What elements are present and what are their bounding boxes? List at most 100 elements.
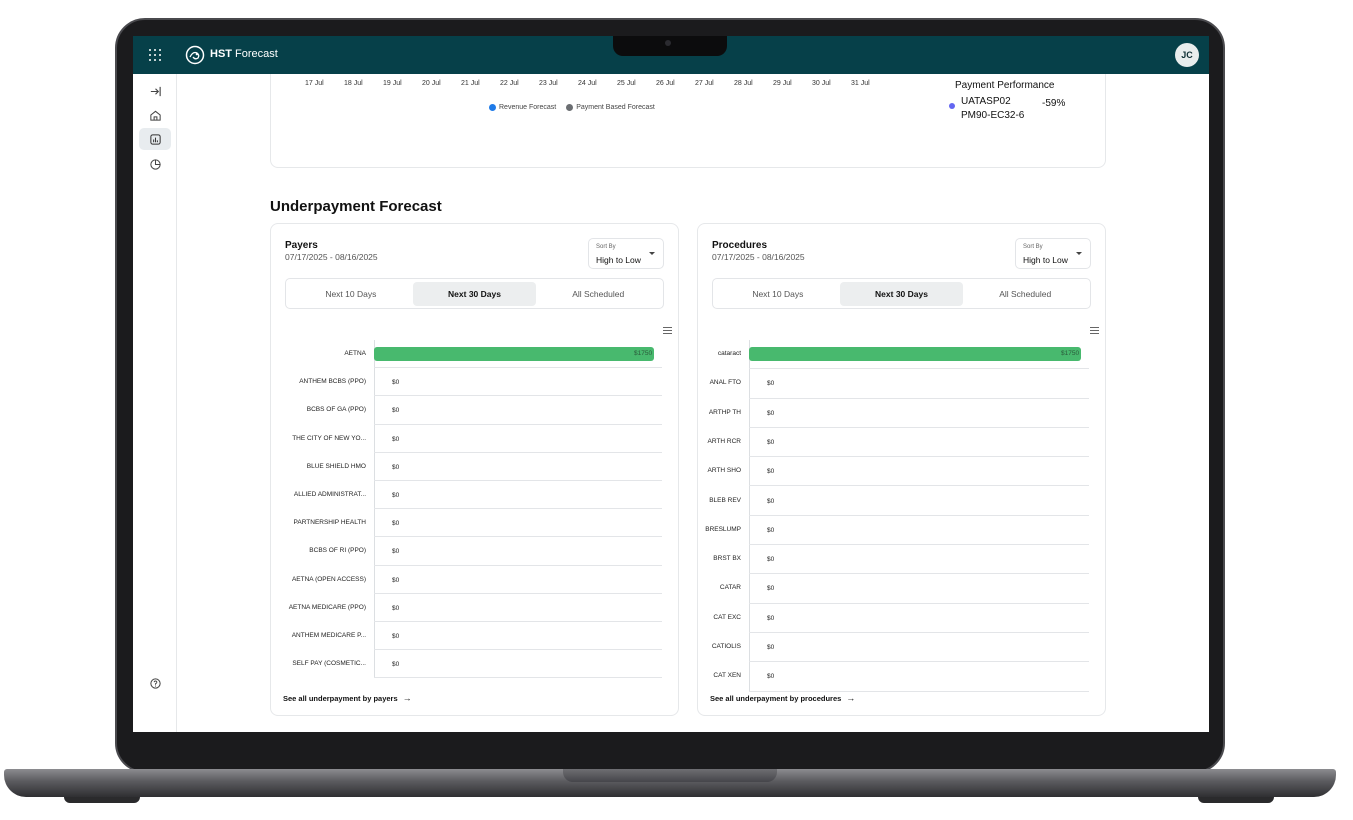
tab-all-scheduled[interactable]: All Scheduled	[572, 288, 625, 299]
bar-value-label: $0	[392, 576, 400, 584]
sort-label: Sort By	[596, 244, 616, 250]
screen: HST Forecast JC 17 Jul 18 Jul 19 Jul 20 Jul…	[133, 36, 1209, 732]
chart-row	[374, 453, 662, 481]
chart-row	[749, 340, 1089, 370]
chart-row	[749, 516, 1089, 546]
bar-value-label: $0	[392, 520, 400, 528]
tab-all-scheduled[interactable]: All Scheduled	[999, 288, 1052, 299]
revenue-forecast-card: 17 Jul 18 Jul 19 Jul 20 Jul 21 Jul 22 Jul 23 J…	[270, 74, 1106, 168]
chart-row	[749, 662, 1089, 692]
laptop-foot-left	[64, 797, 140, 803]
chart-row	[374, 537, 662, 566]
chart-menu-icon[interactable]	[663, 327, 672, 334]
app-title-rest: Forecast	[232, 48, 278, 60]
y-axis-line	[374, 340, 375, 679]
tab-next-30-days[interactable]: Next 30 Days	[839, 281, 964, 306]
legend-label-payment: Payment Based Forecast	[576, 104, 655, 111]
arrow-right-icon: →	[402, 693, 412, 703]
sidebar	[133, 74, 177, 732]
bar-value-label: $0	[767, 556, 775, 564]
see-all-procedures-label: See all underpayment by procedures	[710, 693, 842, 703]
app-title: HST Forecast	[210, 48, 278, 60]
bar-value-label: $0	[767, 380, 775, 388]
bar[interactable]	[749, 347, 1081, 361]
x-tick-label: 22 Jul	[500, 80, 519, 87]
bar-value-label: $0	[392, 604, 400, 612]
x-tick-label: 26 Jul	[656, 80, 675, 87]
bar-value-label: $1750	[634, 350, 653, 357]
bar-value-label: $0	[392, 463, 400, 471]
legend-dot-payment	[566, 104, 574, 111]
sort-dropdown[interactable]: Sort By High to Low	[1015, 238, 1091, 269]
tab-next-10-days[interactable]: Next 10 Days	[752, 288, 804, 299]
x-tick-label: 25 Jul	[617, 80, 636, 87]
x-tick-label: 27 Jul	[695, 80, 714, 87]
bar-value-label: $0	[392, 633, 400, 640]
avatar[interactable]: JC	[1175, 43, 1199, 67]
payment-performance-code-line1: UATASP02	[961, 96, 1011, 107]
x-tick-label: 31 Jul	[851, 80, 870, 87]
chart-row	[374, 368, 662, 397]
bar-value-label: $0	[767, 438, 775, 446]
tab-next-30-days[interactable]: Next 30 Days	[412, 281, 537, 306]
x-axis-ticks: 17 Jul 18 Jul 19 Jul 20 Jul 21 Jul 22 Jul 23 J…	[295, 80, 895, 92]
category-label: BLUE SHIELD HMO	[306, 462, 366, 470]
chart-row	[749, 487, 1089, 516]
laptop-base-notch	[563, 769, 777, 782]
see-all-payers-link[interactable]: See all underpayment by payers →	[283, 693, 412, 703]
bar-value-label: $0	[767, 497, 775, 505]
category-label: ALLIED ADMINISTRAT...	[293, 491, 366, 498]
payment-performance-title: Payment Performance	[955, 80, 1055, 91]
camera-notch	[613, 36, 727, 56]
bar-value-label: $0	[392, 379, 400, 387]
sidebar-item-reports[interactable]	[139, 153, 171, 175]
chart-row	[374, 650, 662, 679]
camera-icon	[665, 40, 671, 46]
x-tick-label: 23 Jul	[539, 80, 558, 87]
bar-value-label: $0	[767, 585, 775, 593]
sidebar-item-home[interactable]	[139, 104, 171, 126]
sort-dropdown[interactable]: Sort By High to Low	[588, 238, 664, 269]
legend-item-payment[interactable]: Payment Based Forecast	[566, 104, 655, 111]
chart-row	[749, 399, 1089, 428]
x-tick-label: 21 Jul	[461, 80, 480, 87]
category-label: CAT EXC	[713, 613, 741, 621]
chart-row	[374, 622, 662, 651]
payment-performance-dot	[949, 103, 955, 109]
chart-row	[749, 545, 1089, 575]
category-label: THE CITY OF NEW YO...	[292, 434, 366, 442]
category-label: BRST BX	[713, 555, 741, 563]
chart-menu-icon[interactable]	[1090, 327, 1099, 334]
logo-icon	[185, 45, 205, 65]
panel-date-range: 07/17/2025 - 08/16/2025	[712, 252, 805, 262]
payment-performance-code-line2: PM90-EC32-6	[961, 110, 1025, 121]
chart-row	[374, 425, 662, 453]
bar-value-label: $0	[767, 644, 775, 651]
x-tick-label: 17 Jul	[305, 80, 324, 87]
x-tick-label: 30 Jul	[812, 80, 831, 87]
sidebar-expand-button[interactable]	[139, 80, 171, 102]
x-tick-label: 28 Jul	[734, 80, 753, 87]
payment-performance-code: UATASP02 PM90-EC32-6	[961, 95, 1041, 123]
sidebar-item-help[interactable]	[139, 672, 171, 694]
category-label: ARTH RCR	[707, 437, 741, 445]
bar-value-label: $0	[392, 435, 400, 443]
panel-title: Procedures	[712, 240, 768, 251]
category-label: BCBS OF GA (PPO)	[306, 406, 366, 414]
laptop-foot-right	[1198, 797, 1274, 803]
panel-date-range: 07/17/2025 - 08/16/2025	[285, 252, 378, 262]
legend-item-revenue[interactable]: Revenue Forecast	[489, 104, 556, 111]
chart-row	[374, 340, 662, 369]
see-all-procedures-link[interactable]: See all underpayment by procedures →	[710, 693, 855, 703]
tab-next-10-days[interactable]: Next 10 Days	[325, 288, 377, 299]
sort-value: High to Low	[596, 255, 641, 265]
chart-row	[374, 594, 662, 622]
category-label: SELF PAY (COSMETIC...	[292, 660, 366, 668]
bar-value-label: $0	[767, 614, 775, 622]
category-label: ARTH SHO	[707, 467, 741, 475]
app-grid-icon[interactable]	[149, 49, 161, 61]
sort-label: Sort By	[1023, 244, 1043, 250]
procedures-bar-chart: cataract $1750 ANAL FTO $0 ARTHP TH $0 ARTH RC…	[698, 340, 1107, 692]
sidebar-item-analytics[interactable]	[139, 128, 171, 150]
bar[interactable]	[374, 347, 654, 361]
